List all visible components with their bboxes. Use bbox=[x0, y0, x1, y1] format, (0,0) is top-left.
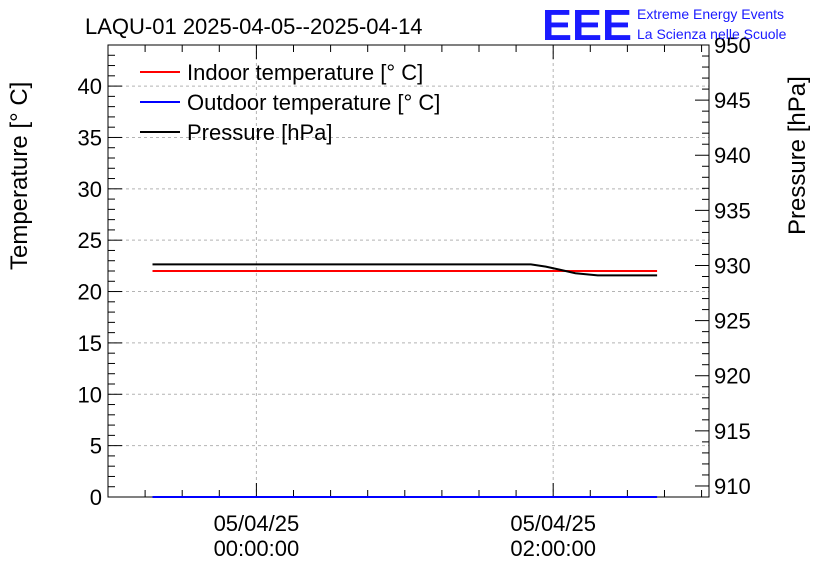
y-right-tick-label: 910 bbox=[714, 474, 751, 499]
y-axis-right-label: Pressure [hPa] bbox=[784, 76, 811, 235]
y-right-tick-label: 920 bbox=[714, 364, 751, 389]
y-right-tick-label: 945 bbox=[714, 88, 751, 113]
left-axis: 0 5 10 15 20 25 30 35 40 bbox=[78, 44, 122, 510]
y-right-tick-label: 925 bbox=[714, 309, 751, 334]
legend-label-2: Outdoor temperature [° C] bbox=[187, 90, 440, 115]
y-left-tick-label: 20 bbox=[78, 280, 102, 305]
legend-label-3: Pressure [hPa] bbox=[187, 120, 333, 145]
x-tick-label-time: 02:00:00 bbox=[510, 536, 596, 561]
right-axis: 910 915 920 925 930 935 940 945 950 bbox=[695, 33, 751, 499]
y-right-tick-label: 915 bbox=[714, 419, 751, 444]
y-left-tick-label: 5 bbox=[90, 434, 102, 459]
x-tick-label-date: 05/04/25 bbox=[214, 511, 300, 536]
y-left-tick-label: 30 bbox=[78, 177, 102, 202]
brand-line-1: Extreme Energy Events bbox=[637, 6, 784, 22]
y-right-tick-label: 930 bbox=[714, 253, 751, 278]
x-tick-label-date: 05/04/25 bbox=[510, 511, 596, 536]
series-group bbox=[152, 263, 658, 498]
y-left-tick-label: 35 bbox=[78, 125, 102, 150]
grid-lines bbox=[108, 45, 709, 498]
y-left-tick-label: 15 bbox=[78, 331, 102, 356]
eee-logo: EEE bbox=[542, 1, 632, 50]
y-right-tick-label: 940 bbox=[714, 143, 751, 168]
y-right-tick-label: 935 bbox=[714, 198, 751, 223]
chart-title: LAQU-01 2025-04-05--2025-04-14 bbox=[85, 14, 423, 39]
legend: Indoor temperature [° C] Outdoor temperat… bbox=[140, 60, 440, 145]
brand-line-2: La Scienza nelle Scuole bbox=[637, 26, 787, 42]
series-line-3 bbox=[152, 263, 658, 277]
y-axis-left-label: Temperature [° C] bbox=[6, 82, 33, 270]
y-left-tick-label: 10 bbox=[78, 382, 102, 407]
x-tick-label-time: 00:00:00 bbox=[214, 536, 300, 561]
y-left-tick-label: 25 bbox=[78, 228, 102, 253]
y-left-tick-label: 40 bbox=[78, 74, 102, 99]
y-right-tick-label: 950 bbox=[714, 33, 751, 58]
legend-label-1: Indoor temperature [° C] bbox=[187, 60, 423, 85]
y-left-tick-label: 0 bbox=[90, 485, 102, 510]
